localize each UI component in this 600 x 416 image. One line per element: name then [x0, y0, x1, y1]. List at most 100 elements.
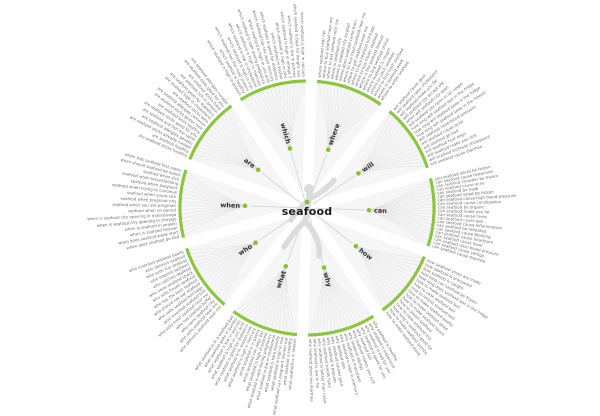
- fan-line: [327, 84, 332, 150]
- question-label[interactable]: can seafood cause hives: [438, 212, 487, 219]
- fan-line: [309, 267, 325, 334]
- fan-line: [322, 83, 329, 150]
- fan-line: [355, 246, 391, 303]
- petal: [319, 217, 423, 309]
- branch-node-dot: [356, 171, 361, 176]
- fan-line: [204, 242, 256, 281]
- question-label[interactable]: when is seafood city opening in mississa…: [87, 212, 177, 221]
- branch-word-text: when: [220, 201, 240, 210]
- question-label[interactable]: why seafood is low in fat: [312, 339, 320, 389]
- ring-arc: [178, 169, 188, 238]
- ring-arc: [426, 178, 436, 247]
- ring-arc: [316, 79, 382, 106]
- fan-line: [258, 92, 291, 149]
- branch-stem-line: [312, 175, 356, 205]
- question-label[interactable]: seafood when you are pregnant: [112, 202, 176, 208]
- question-text: when is seafood city opening in mississa…: [87, 212, 177, 221]
- question-label[interactable]: can seafood cause constipation: [438, 199, 502, 206]
- fan-line: [358, 129, 405, 174]
- question-label[interactable]: which seafood is best for weight loss: [292, 4, 301, 78]
- fan-line: [282, 266, 287, 332]
- fan-line: [285, 266, 296, 333]
- fan-line: [186, 172, 246, 207]
- question-label[interactable]: can seafood cause inflammation: [437, 219, 503, 231]
- fan-line: [206, 132, 259, 170]
- question-label[interactable]: seafood when on period: [128, 207, 177, 213]
- fan-line: [368, 196, 433, 211]
- fan-line: [323, 267, 332, 332]
- center-node[interactable]: seafood: [282, 199, 333, 218]
- question-label[interactable]: can seafood be halal: [437, 186, 479, 196]
- question-label[interactable]: seafood when pregnant nhs: [120, 196, 176, 204]
- question-text: seafood when pregnant nhs: [120, 196, 176, 204]
- branch-label[interactable]: why: [319, 264, 333, 289]
- question-label[interactable]: can seafood be organic: [438, 204, 485, 209]
- petal: [234, 223, 302, 333]
- fan-line: [289, 82, 296, 149]
- fan-line: [368, 200, 433, 211]
- fan-lines: [181, 82, 433, 334]
- fan-line: [355, 246, 384, 308]
- question-text: can seafood cause gas: [437, 215, 483, 223]
- question-label[interactable]: what seafood is in season: [287, 338, 297, 390]
- fan-line: [368, 209, 428, 245]
- fan-line: [271, 266, 287, 329]
- fan-line: [368, 209, 431, 232]
- fan-line: [355, 245, 423, 259]
- question-label[interactable]: when is seafood city opening in chicago: [97, 216, 178, 228]
- fan-line: [322, 267, 325, 333]
- fan-line: [227, 110, 259, 170]
- question-text: what seafood is in season: [287, 338, 297, 390]
- fan-line: [289, 82, 305, 149]
- branch-label[interactable]: when: [220, 201, 248, 210]
- fan-line: [270, 87, 291, 149]
- question-text: why seafood is low in fat: [312, 339, 320, 389]
- fan-line: [183, 205, 246, 232]
- question-label[interactable]: why seafood smells fishy: [321, 338, 332, 389]
- ring-arc: [239, 79, 306, 102]
- fan-line: [246, 97, 291, 149]
- branch-label[interactable]: can: [366, 206, 388, 215]
- question-label[interactable]: can seafood cause acne: [436, 180, 485, 192]
- fan-line: [358, 125, 403, 174]
- fan-line: [358, 135, 410, 174]
- question-label[interactable]: can seafood salad be frozen: [437, 189, 494, 199]
- fan-line: [201, 242, 256, 277]
- fan-line: [328, 96, 365, 150]
- fan-line: [328, 98, 369, 150]
- petal: [241, 83, 306, 193]
- question-label[interactable]: can seafood cause high blood pressure: [438, 193, 517, 203]
- question-label[interactable]: what seafood is healthy: [282, 337, 293, 386]
- fan-line: [193, 242, 256, 262]
- question-label[interactable]: seafood when youre sick: [127, 190, 177, 199]
- question-label[interactable]: where seafood near me: [317, 30, 326, 78]
- fan-line: [279, 266, 287, 331]
- question-label[interactable]: can seafood be reheated: [437, 222, 488, 233]
- fan-line: [355, 246, 400, 294]
- question-label[interactable]: why seafood gives me diarrhea: [308, 339, 315, 402]
- fan-line: [368, 207, 433, 211]
- question-text: when is seafood city opening in chicago: [97, 216, 178, 228]
- fan-line: [323, 267, 328, 332]
- fan-line: [314, 267, 325, 334]
- fan-line: [284, 266, 288, 332]
- fan-line: [368, 186, 431, 211]
- question-label[interactable]: which seafood is low in purines: [287, 15, 298, 78]
- question-label[interactable]: which seafood is high in calcium: [300, 12, 307, 77]
- question-label[interactable]: when is seafood in season: [124, 221, 177, 232]
- question-text: which seafood is low in purines: [287, 15, 298, 78]
- question-text: can seafood cause inflammation: [437, 219, 503, 231]
- question-label[interactable]: can seafood cause gas: [437, 215, 483, 223]
- fan-line: [323, 267, 360, 323]
- fan-line: [188, 242, 256, 251]
- question-text: can seafood cause constipation: [438, 199, 502, 206]
- petal: [320, 112, 426, 200]
- branch-word-text: can: [374, 207, 388, 215]
- question-label[interactable]: can seafood make you fat: [438, 208, 490, 214]
- fan-line: [238, 266, 286, 314]
- fan-line: [214, 242, 256, 294]
- fan-line: [326, 84, 330, 150]
- petal: [188, 216, 294, 304]
- fan-line: [182, 188, 246, 207]
- question-label[interactable]: why seafood is better than meat: [317, 338, 328, 404]
